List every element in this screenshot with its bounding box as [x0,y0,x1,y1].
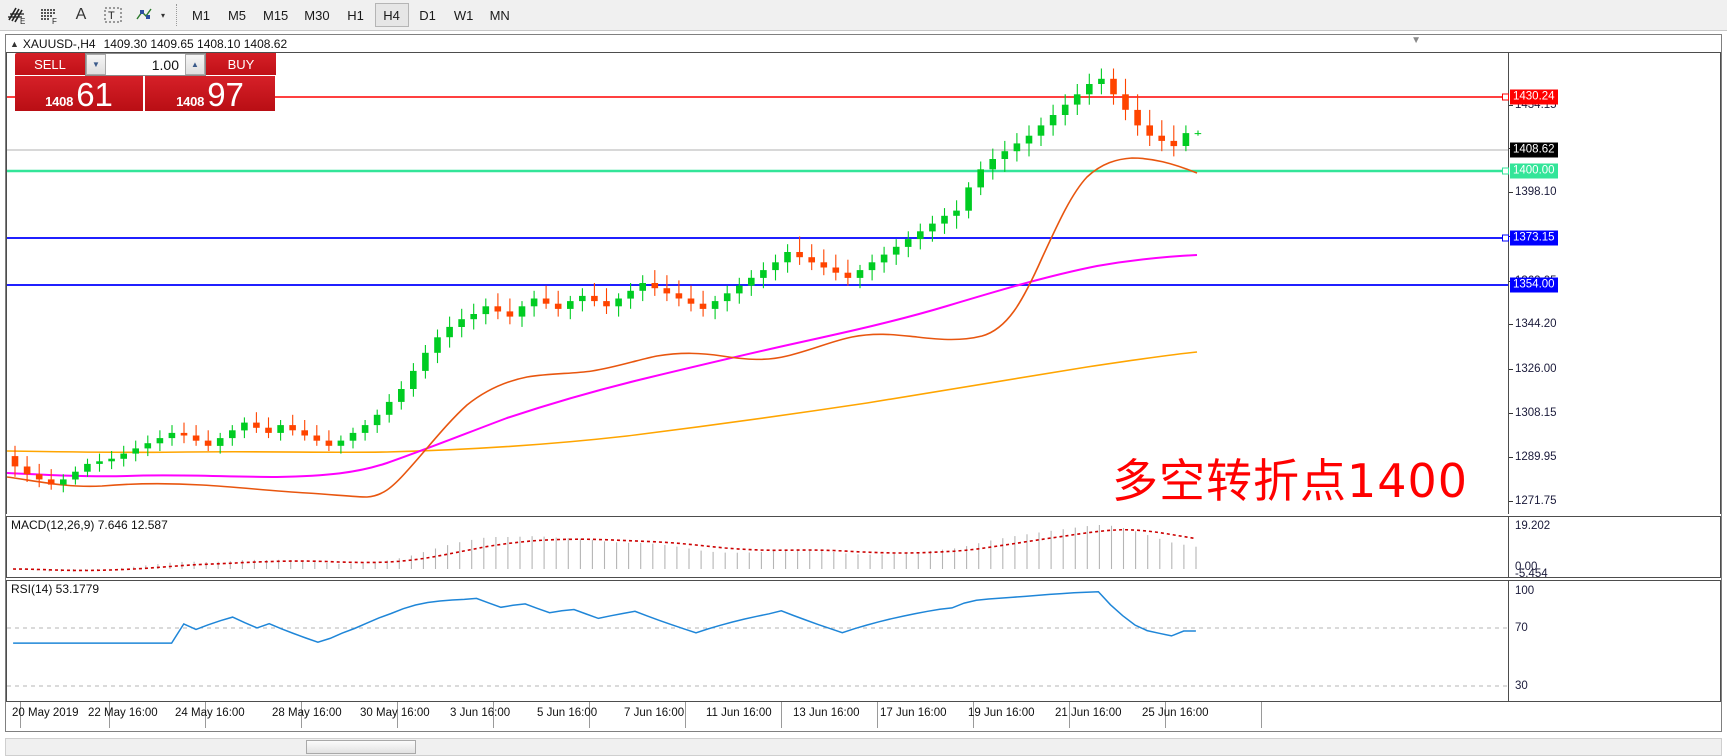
sell-price-digits: 61 [76,76,113,113]
rsi-axis[interactable]: 100 70 30 [1508,581,1720,705]
chevron-down-icon[interactable]: ▼ [86,54,106,75]
text-label-icon[interactable]: A [75,6,87,23]
price-tick-label: 1326.00 [1515,363,1557,375]
time-label: 5 Jun 16:00 [537,707,598,719]
buy-price-cell[interactable]: 1408 97 [145,76,275,111]
price-tag-pivot[interactable]: 1400.00 [1510,163,1558,179]
level-handle-resistance[interactable] [1502,93,1509,101]
candlestick-series [7,68,1510,498]
macd-axis-label: -5.454 [1515,568,1548,580]
time-label: 30 May 16:00 [360,707,430,719]
buy-button[interactable]: BUY [206,53,276,76]
macd-axis-label: 19.202 [1515,520,1551,532]
macd-series [12,525,1197,572]
rsi-series [7,591,1510,687]
macd-plot[interactable]: MACD(12,26,9) 7.646 12.587 19.202 0.00 -… [6,516,1721,580]
sell-price-cell[interactable]: 1408 61 [15,76,145,111]
price-tick-label: 1271.75 [1515,495,1557,507]
timeframe-m30[interactable]: M30 [304,7,330,23]
sell-price-prefix: 1408 [45,94,74,109]
rsi-plot[interactable]: RSI(14) 53.1779 100 70 30 [6,580,1721,706]
price-tag-support-1[interactable]: 1373.15 [1510,230,1558,246]
ohlc-quotes: 1409.30 1409.65 1408.10 1408.62 [103,36,288,51]
macd-axis[interactable]: 19.202 0.00 -5.454 [1508,517,1720,580]
scrollbar-thumb[interactable] [306,740,416,754]
timeframe-m15[interactable]: M15 [263,7,289,23]
price-tick-label: 1344.20 [1515,318,1557,330]
time-label: 7 Jun 16:00 [624,707,685,719]
chart-window: ▲ XAUUSD-,H4 1409.30 1409.65 1408.10 140… [5,34,1722,732]
time-label: 3 Jun 16:00 [450,707,511,719]
price-tick-label: 1289.95 [1515,451,1557,463]
svg-text:F: F [52,17,57,25]
timeframe-m5[interactable]: M5 [227,7,247,23]
time-label: 17 Jun 16:00 [880,707,947,719]
volume-input[interactable]: 1.00 [151,56,179,73]
level-handle-pivot[interactable] [1502,167,1509,175]
timeframe-mn[interactable]: MN [489,7,510,23]
level-handle-support-1[interactable] [1502,234,1509,242]
objects-icon[interactable] [130,1,160,29]
svg-text:E: E [20,17,25,25]
time-label: 19 Jun 16:00 [968,707,1035,719]
time-label: 28 May 16:00 [272,707,342,719]
time-label: 24 May 16:00 [175,707,245,719]
time-label: 22 May 16:00 [88,707,158,719]
time-label: 13 Jun 16:00 [793,707,860,719]
sell-button[interactable]: SELL [15,53,85,76]
time-label: 25 Jun 16:00 [1142,707,1209,719]
symbol-bar: ▲ XAUUSD-,H4 1409.30 1409.65 1408.10 140… [6,35,1721,52]
price-tag-support-2[interactable]: 1354.00 [1510,277,1558,293]
macd-axis-label: 0.00 [1515,561,1538,573]
chart-annotation: 多空转折点1400 [1112,454,1469,508]
timeframe-h4[interactable]: H4 [374,3,409,27]
macd-label: MACD(12,26,9) 7.646 12.587 [11,518,168,532]
time-label: 11 Jun 16:00 [706,707,772,719]
grid-icon[interactable]: F [34,1,64,29]
time-label: 21 Jun 16:00 [1055,707,1122,719]
rsi-axis-label: 70 [1515,622,1528,634]
timeframe-w1[interactable]: W1 [453,7,474,23]
price-tag-resistance[interactable]: 1430.24 [1510,89,1558,105]
volume-stepper[interactable]: ▼ 1.00 ▲ [85,53,206,76]
price-tick-label: 1398.10 [1515,186,1557,198]
time-label: 20 May 2019 [12,707,79,719]
trade-prices-row: 1408 61 1408 97 [15,76,276,111]
timeframe-d1[interactable]: D1 [419,7,436,23]
timeframe-m1[interactable]: M1 [191,7,211,23]
chevron-up-icon[interactable]: ▲ [185,54,205,75]
buy-price-digits: 97 [207,76,244,113]
main-toolbar: E F A T [0,0,1727,31]
one-click-trading-panel[interactable]: SELL ▼ 1.00 ▲ BUY 1408 61 1408 [15,53,276,111]
svg-text:T: T [108,10,115,22]
price-tag-current[interactable]: 1408.62 [1510,142,1558,158]
rsi-axis-label: 100 [1515,585,1535,597]
rsi-axis-label: 30 [1515,680,1528,692]
timeframe-h1[interactable]: H1 [347,7,364,23]
chevron-down-icon[interactable]: ▾ [160,10,165,20]
rsi-label: RSI(14) 53.1779 [11,582,100,596]
toolbar-divider [176,4,177,26]
trade-controls-row: SELL ▼ 1.00 ▲ BUY [15,53,276,76]
price-tick-label: 1308.15 [1515,407,1557,419]
time-axis[interactable]: 20 May 2019 22 May 16:00 24 May 16:00 28… [6,701,1721,728]
buy-price-prefix: 1408 [176,94,205,109]
price-axis[interactable]: 1434.15 1416.30 1398.10 1380.25 1362.05 … [1502,53,1720,514]
symbol-label: XAUUSD-,H4 [22,36,96,51]
text-box-icon[interactable]: T [98,1,128,29]
price-plot[interactable]: 多空转折点1400 1434.15 1416.30 1398.10 1380.2… [6,52,1721,514]
horizontal-scrollbar[interactable] [5,738,1722,756]
expert-advisor-icon[interactable]: E [2,1,32,29]
triangle-up-icon[interactable]: ▲ [10,38,19,49]
chevron-down-icon[interactable]: ▼ [1411,35,1421,46]
